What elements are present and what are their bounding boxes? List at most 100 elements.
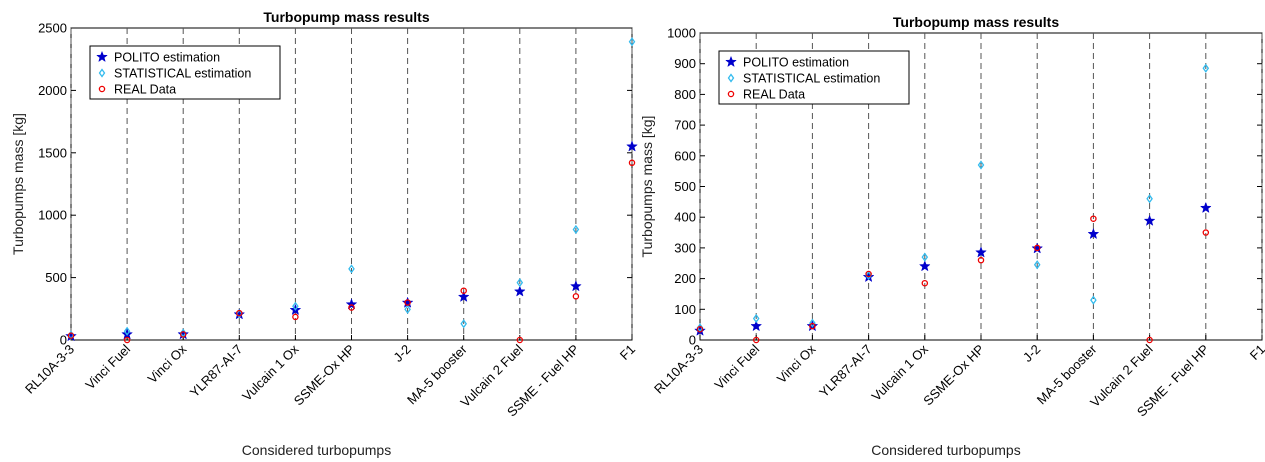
data-point — [1202, 229, 1210, 236]
x-tick-label: J-2 — [1020, 342, 1043, 365]
legend-box — [718, 50, 910, 105]
x-tick-label: Vinci Ox — [774, 341, 819, 386]
data-point — [1033, 244, 1041, 252]
legend-box — [89, 45, 281, 100]
chart-2: 0 100 200 300 400 500 600 700 800 900 1000 RL10A-3-… — [639, 14, 1265, 458]
x-tick-label: Vulcain 1 Ox — [869, 341, 932, 404]
data-point — [752, 313, 760, 324]
data-point — [404, 299, 411, 306]
data-point — [1146, 194, 1153, 204]
y-tick-label: 1000 — [38, 208, 67, 223]
data-point — [572, 224, 580, 235]
y-tick-label: 500 — [674, 179, 696, 194]
legend-entry: STATISTICAL estimation — [114, 67, 251, 81]
data-point — [977, 160, 985, 170]
legend-entry: REAL Data — [114, 83, 176, 97]
y-tick-label: 900 — [674, 56, 696, 71]
data-point — [460, 319, 467, 329]
data-point — [345, 298, 358, 310]
x-axis-label: Considered turbopumps — [242, 442, 391, 458]
y-axis-label: Turbopumps mass [kg] — [639, 116, 655, 258]
data-point — [292, 313, 299, 321]
data-point — [626, 140, 638, 152]
y-tick-label: 600 — [674, 148, 696, 163]
y-tick-label: 700 — [674, 118, 696, 133]
x-tick-label: Vinci Fuel — [82, 341, 133, 392]
data-point — [628, 159, 636, 167]
x-tick-label: YLR87-AI-7 — [187, 342, 246, 401]
x-tick-label: Vinci Ox — [145, 341, 190, 386]
y-tick-label: 0 — [689, 333, 696, 348]
data-point — [1143, 214, 1156, 226]
data-point — [569, 280, 582, 292]
data-point — [516, 336, 524, 344]
data-point — [975, 246, 987, 258]
data-point — [1033, 260, 1041, 270]
data-point — [750, 319, 763, 332]
data-point — [348, 304, 355, 311]
x-tick-label: RL10A-3-3 — [651, 342, 706, 397]
legend-marker — [98, 68, 106, 78]
chart-title: Turbopump mass results — [893, 14, 1059, 30]
chart-1: 0 500 1000 1500 2000 2500 RL10A-3-3 Vinci Fuel V… — [10, 9, 638, 458]
y-tick-label: 2000 — [38, 83, 67, 98]
data-point — [292, 301, 299, 311]
data-point — [516, 277, 524, 288]
data-point — [809, 318, 816, 328]
data-point — [921, 252, 929, 262]
chart-title: Turbopump mass results — [263, 9, 429, 25]
y-tick-label: 400 — [674, 210, 696, 225]
x-axis-label: Considered turbopumps — [871, 442, 1020, 458]
x-tick-label: Vinci Fuel — [712, 341, 763, 392]
y-tick-label: 100 — [674, 302, 696, 317]
y-tick-label: 200 — [674, 271, 696, 286]
data-point — [809, 322, 816, 330]
data-point — [921, 279, 929, 287]
data-point — [572, 293, 580, 300]
y-tick-label: 300 — [674, 240, 696, 255]
legend-marker — [725, 55, 737, 68]
data-point — [460, 287, 467, 294]
legend-marker — [727, 73, 735, 83]
x-tick-label: YLR87-AI-7 — [816, 342, 875, 401]
data-point — [236, 309, 243, 317]
data-point — [179, 331, 187, 338]
y-tick-label: 1500 — [38, 145, 67, 160]
data-point — [918, 260, 931, 272]
data-point — [236, 309, 243, 319]
legend-entry: STATISTICAL estimation — [743, 72, 880, 86]
x-tick-label: F1 — [1247, 342, 1265, 363]
data-point — [865, 270, 872, 281]
data-point — [404, 304, 411, 315]
y-tick-label: 1000 — [667, 26, 696, 41]
data-point — [752, 336, 760, 344]
y-axis-label: Turbopumps mass [kg] — [10, 113, 26, 255]
data-point — [67, 332, 75, 339]
x-tick-label: RL10A-3-3 — [22, 342, 77, 397]
data-point — [123, 336, 131, 344]
legend-entry: POLITO estimation — [114, 51, 220, 65]
data-point — [696, 326, 704, 333]
legend-entry: REAL Data — [743, 88, 805, 102]
data-point — [865, 270, 872, 278]
data-point — [1146, 336, 1153, 344]
y-tick-label: 500 — [45, 270, 67, 285]
y-tick-label: 800 — [674, 87, 696, 102]
data-point — [348, 264, 355, 274]
data-point — [1087, 227, 1100, 240]
x-tick-label: Vulcain 1 Ox — [239, 341, 302, 404]
data-point — [1090, 295, 1097, 305]
data-point — [1199, 201, 1212, 214]
x-tick-label: F1 — [617, 342, 638, 363]
data-point — [977, 256, 985, 264]
y-tick-label: 0 — [60, 333, 67, 348]
data-point — [1202, 63, 1210, 73]
data-point — [1090, 215, 1097, 222]
x-tick-label: J-2 — [390, 342, 413, 365]
legend-marker — [96, 50, 108, 63]
data-point — [457, 290, 470, 302]
legend-marker — [98, 85, 106, 93]
data-point — [123, 326, 131, 336]
legend-entry: POLITO estimation — [743, 56, 849, 70]
